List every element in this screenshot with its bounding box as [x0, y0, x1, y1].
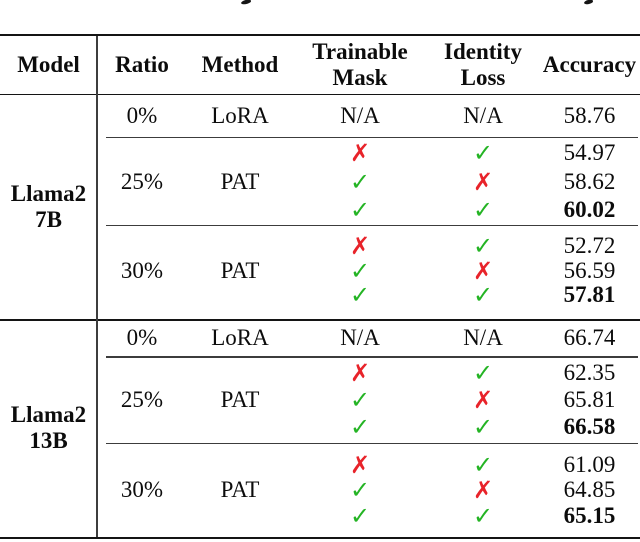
ratio-value: 25% — [120, 387, 164, 412]
cmidrule-13b-lora — [106, 356, 638, 358]
identity-loss-value: N/A — [463, 103, 503, 128]
table-row: ✓ ✓ 65.15 — [0, 502, 640, 530]
accuracy-value: 62.35 — [563, 360, 616, 385]
trainable-mask-check-icon: ✓ — [349, 476, 371, 504]
table-row: ✗ ✓ 62.35 — [0, 359, 640, 387]
table-header-row: Model Ratio Method Trainable Mask Identit… — [0, 36, 640, 94]
identity-loss-check-icon: ✓ — [472, 451, 494, 479]
cmidrule-7b-lora — [106, 137, 638, 139]
identity-loss-cross-icon: ✗ — [472, 476, 494, 504]
ratio-value: 0% — [126, 103, 158, 128]
trainable-mask-cross-icon: ✗ — [349, 451, 371, 479]
identity-loss-check-icon: ✓ — [472, 196, 494, 224]
identity-loss-check-icon: ✓ — [472, 413, 494, 441]
identity-loss-cross-icon: ✗ — [472, 167, 494, 196]
cropped-text-artifact — [240, 0, 252, 6]
section-rule — [0, 319, 640, 322]
table-row: 25% PAT ✓ ✗ 65.81 — [0, 386, 640, 414]
trainable-mask-value: N/A — [340, 325, 380, 350]
table-row: 30% PAT ✓ ✗ 56.59 — [0, 257, 640, 285]
table-row: ✓ ✓ 60.02 — [0, 196, 640, 224]
identity-loss-cross-icon: ✗ — [472, 386, 494, 414]
cmidrule-7b-25 — [106, 224, 638, 226]
trainable-mask-check-icon: ✓ — [349, 386, 371, 414]
method-value: PAT — [220, 258, 260, 283]
accuracy-value: 60.02 — [563, 197, 616, 222]
cmidrule-13b-25 — [106, 443, 638, 445]
trainable-mask-check-icon: ✓ — [349, 257, 371, 285]
accuracy-value: 65.15 — [563, 502, 616, 528]
header-trainable-mask: Trainable Mask — [312, 39, 408, 90]
table-row: 30% PAT ✓ ✗ 64.85 — [0, 476, 640, 504]
accuracy-value: 58.62 — [563, 168, 616, 194]
cropped-text-artifact — [583, 0, 594, 6]
identity-loss-check-icon: ✓ — [472, 501, 494, 530]
accuracy-value: 56.59 — [563, 258, 616, 283]
method-value: LoRA — [211, 103, 269, 128]
method-value: PAT — [220, 387, 260, 412]
identity-loss-value: N/A — [463, 325, 503, 350]
trainable-mask-value: N/A — [340, 103, 380, 128]
identity-loss-check-icon: ✓ — [472, 231, 494, 260]
table-row: ✓ ✓ 57.81 — [0, 281, 640, 309]
model-column-divider — [96, 35, 98, 537]
top-rule — [0, 33, 640, 36]
accuracy-value: 61.09 — [563, 452, 616, 477]
accuracy-value: 64.85 — [563, 477, 616, 502]
ratio-value: 0% — [126, 325, 158, 350]
trainable-mask-check-icon: ✓ — [349, 501, 371, 530]
trainable-mask-check-icon: ✓ — [349, 413, 371, 441]
accuracy-value: 58.76 — [563, 103, 616, 128]
accuracy-value: 54.97 — [563, 140, 616, 165]
header-accuracy: Accuracy — [542, 52, 637, 77]
accuracy-value: 66.74 — [563, 325, 616, 350]
bottom-rule — [0, 536, 640, 540]
method-value: PAT — [220, 168, 260, 194]
accuracy-value: 57.81 — [563, 281, 616, 307]
header-method: Method — [201, 52, 279, 77]
header-rule — [0, 93, 640, 96]
trainable-mask-check-icon: ✓ — [349, 280, 371, 309]
model-label-llama2-7b: Llama2 7B — [10, 181, 87, 232]
accuracy-value: 52.72 — [563, 232, 616, 258]
table-row: 25% PAT ✓ ✗ 58.62 — [0, 168, 640, 196]
method-value: LoRA — [211, 325, 269, 350]
header-identity-loss: Identity Loss — [444, 39, 522, 90]
table-row: 0% LoRA N/A N/A 58.76 — [0, 102, 640, 130]
identity-loss-check-icon: ✓ — [472, 359, 494, 387]
trainable-mask-cross-icon: ✗ — [349, 231, 371, 260]
ratio-value: 30% — [120, 258, 164, 283]
accuracy-value: 65.81 — [563, 387, 616, 412]
identity-loss-check-icon: ✓ — [472, 139, 494, 167]
trainable-mask-check-icon: ✓ — [349, 196, 371, 224]
table-row: 0% LoRA N/A N/A 66.74 — [0, 324, 640, 352]
identity-loss-cross-icon: ✗ — [472, 257, 494, 285]
table-row: ✗ ✓ 54.97 — [0, 139, 640, 167]
ratio-value: 30% — [120, 477, 164, 502]
table-row: ✗ ✓ 52.72 — [0, 232, 640, 260]
table-row: ✗ ✓ 61.09 — [0, 451, 640, 479]
accuracy-value: 66.58 — [563, 414, 616, 439]
model-label-llama2-13b: Llama2 13B — [10, 402, 87, 453]
identity-loss-check-icon: ✓ — [472, 280, 494, 309]
trainable-mask-cross-icon: ✗ — [349, 359, 371, 387]
trainable-mask-check-icon: ✓ — [349, 167, 371, 196]
header-model: Model — [17, 52, 80, 77]
trainable-mask-cross-icon: ✗ — [349, 139, 371, 167]
method-value: PAT — [220, 477, 260, 502]
ratio-value: 25% — [120, 168, 164, 194]
header-ratio: Ratio — [115, 52, 169, 77]
table-row: ✓ ✓ 66.58 — [0, 413, 640, 441]
